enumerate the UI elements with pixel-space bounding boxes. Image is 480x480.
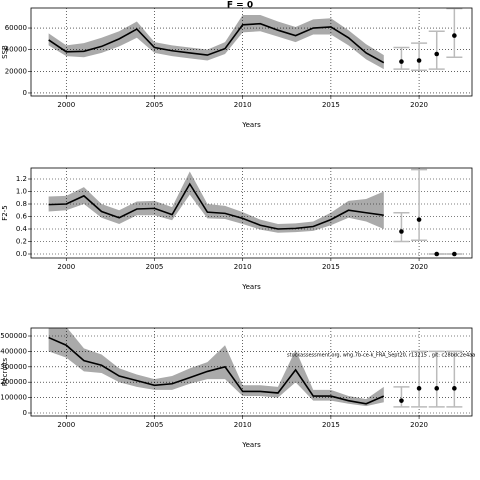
y-tick-label: 300000 (0, 363, 27, 371)
projection-point (434, 51, 440, 57)
y-tick-label: 0 (23, 409, 27, 417)
y-tick-label: 0.6 (16, 213, 28, 221)
x-tick-label: 2020 (410, 263, 428, 271)
x-tick-label: 2005 (146, 421, 164, 429)
x-tick-label: 2015 (322, 101, 340, 109)
x-tick-label: 2005 (146, 263, 164, 271)
chart-title: F = 0 (227, 1, 253, 11)
x-tick-label: 2015 (322, 421, 340, 429)
x-axis-label: Years (241, 441, 261, 449)
confidence-band (48, 15, 384, 70)
y-tick-label: 400000 (0, 347, 27, 355)
x-tick-label: 2010 (234, 101, 252, 109)
line (48, 336, 385, 405)
x-tick-label: 2005 (146, 101, 164, 109)
line (48, 182, 384, 230)
x-tick-label: 2010 (234, 421, 252, 429)
y-tick-label: 1.2 (16, 175, 27, 183)
projection-point (416, 58, 422, 63)
x-axis-label: Years (241, 283, 261, 291)
line (48, 22, 385, 64)
projection-point (434, 386, 440, 391)
plot-frame (30, 167, 473, 259)
x-tick-label: 2000 (57, 421, 75, 429)
projection-point (399, 59, 404, 64)
x-tick-label: 2000 (57, 263, 75, 271)
y-tick-label: 0.0 (16, 250, 27, 258)
projection-point (399, 398, 404, 403)
confidence-band (48, 171, 384, 233)
x-tick-label: 2010 (234, 263, 252, 271)
y-axis-label: SSB (1, 45, 9, 59)
plot-frame (30, 327, 473, 417)
projection-point (416, 217, 422, 222)
projection-point (452, 33, 457, 38)
y-tick-label: 1.0 (16, 188, 27, 196)
y-tick-label: 0 (23, 89, 27, 97)
y-tick-label: 20000 (5, 67, 27, 75)
y-tick-label: 40000 (5, 46, 27, 54)
y-tick-label: 0.2 (16, 238, 27, 246)
y-tick-label: 500000 (0, 332, 27, 340)
projection-point (399, 229, 404, 234)
plot-frame (30, 7, 473, 97)
y-tick-label: 200000 (0, 378, 27, 386)
projection-point (452, 251, 457, 257)
x-tick-label: 2015 (322, 263, 340, 271)
x-tick-label: 2020 (410, 101, 428, 109)
y-tick-label: 60000 (5, 24, 27, 32)
y-axis-label: Recruits (1, 357, 9, 386)
confidence-band (48, 328, 384, 407)
y-axis-label: F2-5 (1, 205, 9, 220)
annotation: stockassessment.org, whg.7b-ce-k_FRA_Sep… (287, 353, 475, 359)
plot-area (31, 328, 472, 416)
plot-area (31, 8, 472, 96)
y-tick-label: 0.4 (16, 225, 28, 233)
projection-point (434, 251, 440, 257)
x-axis-label: Years (241, 121, 261, 129)
y-tick-label: 0.8 (16, 200, 27, 208)
projection-point (416, 386, 422, 391)
x-tick-label: 2020 (410, 421, 428, 429)
projection-point (452, 386, 457, 391)
y-tick-label: 100000 (0, 394, 27, 402)
x-tick-label: 2000 (57, 101, 75, 109)
plot-area (31, 168, 472, 258)
